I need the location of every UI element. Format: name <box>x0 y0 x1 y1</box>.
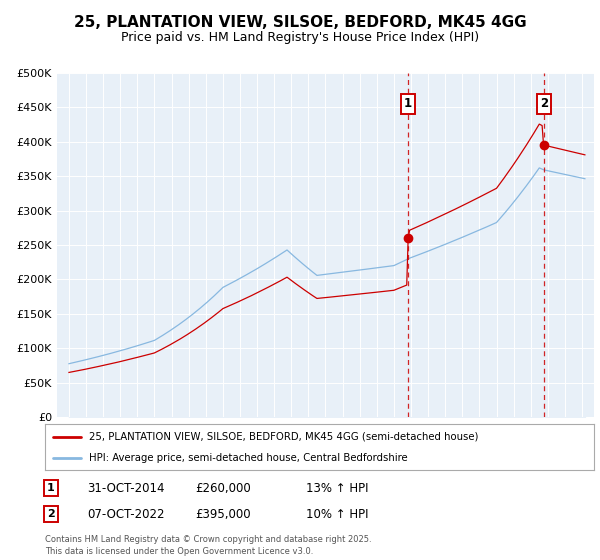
Text: 1: 1 <box>404 97 412 110</box>
Text: 2: 2 <box>47 509 55 519</box>
Text: 1: 1 <box>47 483 55 493</box>
Text: Contains HM Land Registry data © Crown copyright and database right 2025.
This d: Contains HM Land Registry data © Crown c… <box>45 535 371 556</box>
Text: 13% ↑ HPI: 13% ↑ HPI <box>306 482 368 495</box>
Text: 31-OCT-2014: 31-OCT-2014 <box>87 482 164 495</box>
Text: £395,000: £395,000 <box>195 507 251 521</box>
Text: Price paid vs. HM Land Registry's House Price Index (HPI): Price paid vs. HM Land Registry's House … <box>121 31 479 44</box>
Text: £260,000: £260,000 <box>195 482 251 495</box>
Text: 2: 2 <box>540 97 548 110</box>
Text: HPI: Average price, semi-detached house, Central Bedfordshire: HPI: Average price, semi-detached house,… <box>89 453 407 463</box>
Text: 25, PLANTATION VIEW, SILSOE, BEDFORD, MK45 4GG: 25, PLANTATION VIEW, SILSOE, BEDFORD, MK… <box>74 15 526 30</box>
Text: 25, PLANTATION VIEW, SILSOE, BEDFORD, MK45 4GG (semi-detached house): 25, PLANTATION VIEW, SILSOE, BEDFORD, MK… <box>89 432 478 442</box>
Text: 10% ↑ HPI: 10% ↑ HPI <box>306 507 368 521</box>
Text: 07-OCT-2022: 07-OCT-2022 <box>87 507 164 521</box>
